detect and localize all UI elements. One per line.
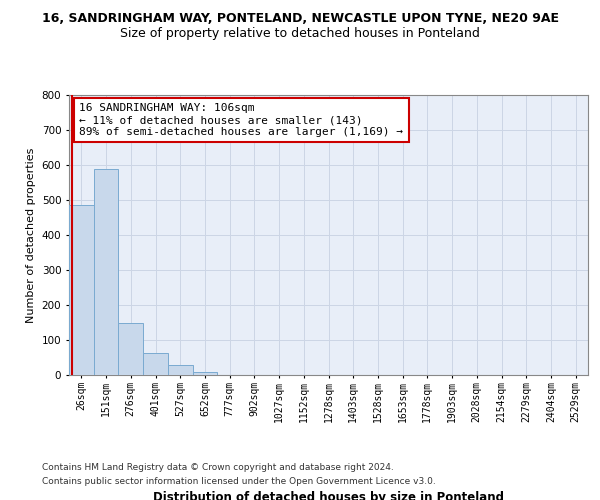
X-axis label: Distribution of detached houses by size in Ponteland: Distribution of detached houses by size … bbox=[153, 491, 504, 500]
Bar bbox=[193, 372, 217, 375]
Text: Contains public sector information licensed under the Open Government Licence v3: Contains public sector information licen… bbox=[42, 477, 436, 486]
Text: 16 SANDRINGHAM WAY: 106sqm
← 11% of detached houses are smaller (143)
89% of sem: 16 SANDRINGHAM WAY: 106sqm ← 11% of deta… bbox=[79, 104, 403, 136]
Text: 16, SANDRINGHAM WAY, PONTELAND, NEWCASTLE UPON TYNE, NE20 9AE: 16, SANDRINGHAM WAY, PONTELAND, NEWCASTL… bbox=[41, 12, 559, 26]
Y-axis label: Number of detached properties: Number of detached properties bbox=[26, 148, 36, 322]
Bar bbox=[143, 354, 168, 375]
Bar bbox=[168, 365, 193, 375]
Bar bbox=[94, 169, 118, 375]
Bar bbox=[69, 204, 94, 375]
Text: Contains HM Land Registry data © Crown copyright and database right 2024.: Contains HM Land Registry data © Crown c… bbox=[42, 464, 394, 472]
Text: Size of property relative to detached houses in Ponteland: Size of property relative to detached ho… bbox=[120, 28, 480, 40]
Bar bbox=[118, 322, 143, 375]
